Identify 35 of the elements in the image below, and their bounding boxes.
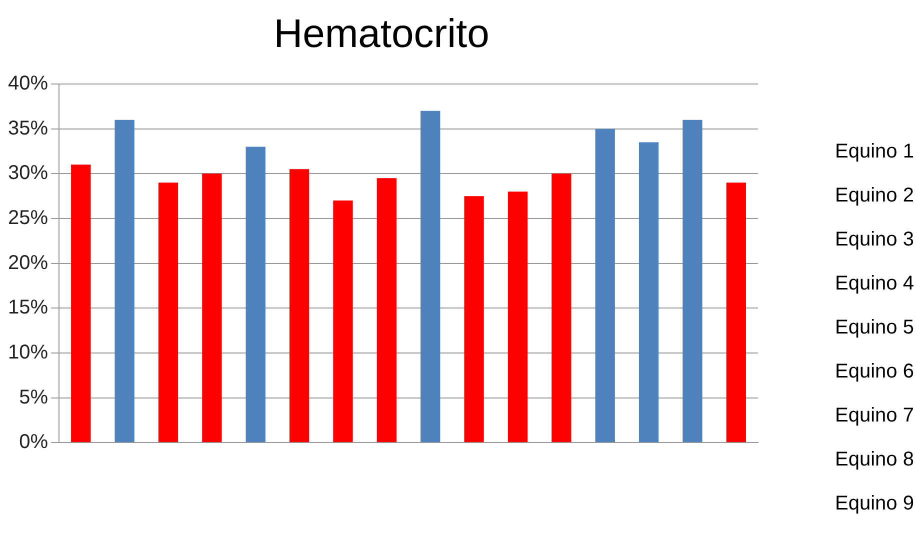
y-tick-label: 10% xyxy=(8,341,48,364)
y-tick-label: 35% xyxy=(8,117,48,140)
y-tick-label: 40% xyxy=(8,72,48,95)
bar xyxy=(333,200,353,442)
bar xyxy=(376,178,396,442)
bar xyxy=(246,146,266,442)
text: Equino 4 xyxy=(835,272,914,295)
text: Equino 1 xyxy=(835,140,914,163)
text: Equino 5 xyxy=(835,316,914,339)
bar xyxy=(552,174,572,442)
bar xyxy=(158,182,178,442)
text: Equino 7 xyxy=(835,404,914,427)
bar xyxy=(595,128,615,442)
text: Equino 9 xyxy=(835,492,914,515)
bar xyxy=(464,196,484,442)
y-tick-label: 20% xyxy=(8,252,48,274)
bar xyxy=(420,110,440,442)
bar xyxy=(71,164,91,442)
y-tick-label: 5% xyxy=(19,386,48,408)
bar xyxy=(638,142,659,442)
chart-title: Hematocrito xyxy=(274,12,490,56)
y-tick-label: 25% xyxy=(8,206,48,229)
text: Equino 8 xyxy=(835,448,914,471)
bar xyxy=(114,120,134,442)
bar xyxy=(289,169,310,442)
y-tick-label: 0% xyxy=(19,431,48,454)
bar xyxy=(202,174,222,442)
text: Equino 3 xyxy=(835,228,914,251)
bar xyxy=(726,182,746,442)
bar xyxy=(682,120,702,442)
text: Equino 2 xyxy=(835,184,914,207)
y-tick-label: 15% xyxy=(8,296,48,319)
y-tick-label: 30% xyxy=(8,162,48,184)
bar xyxy=(508,192,528,442)
text: Equino 6 xyxy=(835,360,914,383)
